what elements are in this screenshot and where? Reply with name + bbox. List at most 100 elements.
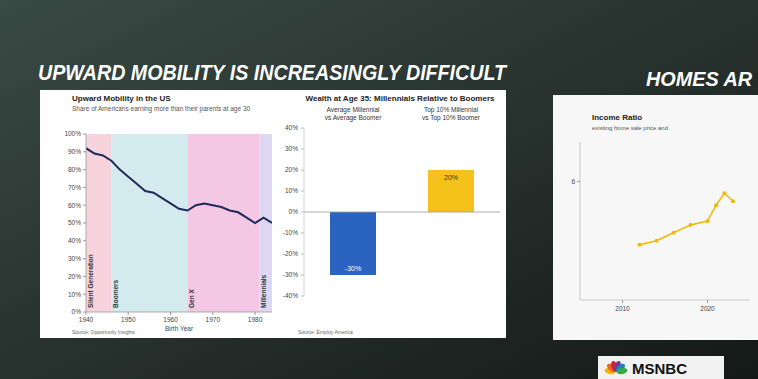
x-tick-label: 2020 xyxy=(700,305,715,312)
category-label: Average Millennial xyxy=(327,106,381,114)
y-tick xyxy=(301,233,304,234)
point xyxy=(706,219,710,223)
point xyxy=(689,223,693,227)
y-tick xyxy=(301,275,304,276)
chart-subtitle: Share of Americans earning more than the… xyxy=(72,105,251,113)
zero-line xyxy=(304,212,500,213)
x-tick-label: 1970 xyxy=(206,316,221,323)
x-tick-label: 1980 xyxy=(248,316,263,323)
point xyxy=(714,203,718,207)
data-label: 20% xyxy=(444,174,458,181)
y-tick-label: 0% xyxy=(72,308,82,315)
y-tick xyxy=(301,296,304,297)
chart-subtitle: existing home sale price and xyxy=(592,125,668,131)
y-tick xyxy=(83,294,86,295)
headline: UPWARD MOBILITY IS INCREASINGLY DIFFICUL… xyxy=(38,60,507,85)
y-tick-label: -40% xyxy=(283,292,298,299)
chart-title: Wealth at Age 35: Millennials Relative t… xyxy=(306,94,495,103)
logo-box xyxy=(598,356,724,379)
x-tick xyxy=(128,312,129,315)
x-tick xyxy=(86,312,87,315)
y-tick xyxy=(83,187,86,188)
y-tick xyxy=(83,240,86,241)
y-tick-label: 6 xyxy=(571,178,575,185)
source: Source: Employ America xyxy=(298,329,353,335)
y-tick-label: 20% xyxy=(68,273,81,280)
band-label: Millennials xyxy=(260,274,267,308)
y-tick-label: 90% xyxy=(68,148,81,155)
point xyxy=(672,231,676,235)
y-tick-label: 30% xyxy=(68,255,81,262)
y-tick-label: -20% xyxy=(283,250,298,257)
y-tick xyxy=(83,134,86,135)
x-tick xyxy=(170,312,171,315)
band-label: Silent Generation xyxy=(87,254,94,308)
y-axis xyxy=(304,128,305,296)
bar xyxy=(428,170,474,212)
category-label: vs Top 10% Boomer xyxy=(422,114,481,122)
data-label: -30% xyxy=(345,265,361,272)
x-axis xyxy=(86,312,272,313)
logo-feather xyxy=(616,367,628,375)
y-tick-label: 0% xyxy=(289,208,299,215)
y-tick-label: -30% xyxy=(283,271,298,278)
screen: UPWARD MOBILITY IS INCREASINGLY DIFFICUL… xyxy=(0,0,758,379)
band-label: Boomers xyxy=(112,279,119,308)
x-tick xyxy=(707,300,708,303)
x-tick xyxy=(255,312,256,315)
y-tick xyxy=(83,205,86,206)
y-tick-label: 10% xyxy=(68,291,81,298)
y-tick-label: 100% xyxy=(64,130,81,137)
chart-title: Upward Mobility in the US xyxy=(72,94,171,103)
y-tick xyxy=(301,212,304,213)
line xyxy=(86,148,272,223)
y-tick xyxy=(301,191,304,192)
y-tick xyxy=(83,276,86,277)
y-tick-label: 40% xyxy=(285,124,298,131)
y-tick-label: 20% xyxy=(285,166,298,173)
line xyxy=(640,193,734,244)
chart-title: Income Ratio xyxy=(592,113,642,122)
y-tick-label: 40% xyxy=(68,237,81,244)
x-axis xyxy=(580,300,750,301)
y-tick xyxy=(301,254,304,255)
y-tick xyxy=(577,181,580,182)
x-tick-label: 2010 xyxy=(615,305,630,312)
y-tick-label: 60% xyxy=(68,202,81,209)
y-tick xyxy=(83,258,86,259)
x-tick-label: 1960 xyxy=(163,316,178,323)
y-tick-label: 30% xyxy=(285,145,298,152)
panel-title: HOMES AR xyxy=(646,68,753,90)
point xyxy=(638,243,642,247)
band xyxy=(111,134,187,312)
panel xyxy=(553,95,758,340)
plot-area xyxy=(330,170,474,275)
x-tick xyxy=(622,300,623,303)
x-axis-label: Birth Year xyxy=(165,325,194,332)
category-label: vs Average Boomer xyxy=(325,114,382,122)
y-tick xyxy=(301,149,304,150)
y-tick-label: -10% xyxy=(283,229,298,236)
y-tick-label: 70% xyxy=(68,184,81,191)
network-logo: MSNBC xyxy=(632,360,687,377)
panel xyxy=(40,90,506,338)
background xyxy=(0,0,758,379)
y-tick-label: 80% xyxy=(68,166,81,173)
category-label: Top 10% Millennial xyxy=(424,106,479,114)
y-tick-label: 10% xyxy=(285,187,298,194)
band xyxy=(86,134,111,312)
y-tick xyxy=(301,170,304,171)
y-axis xyxy=(580,142,581,300)
point xyxy=(731,199,735,203)
band xyxy=(187,134,259,312)
plot-area xyxy=(638,191,736,246)
source: Source: Opportunity Insights xyxy=(72,329,136,335)
plot-area xyxy=(86,134,272,312)
y-tick xyxy=(83,223,86,224)
bar xyxy=(330,212,376,275)
y-tick xyxy=(301,128,304,129)
point xyxy=(655,239,659,243)
x-tick-label: 1950 xyxy=(121,316,136,323)
x-tick xyxy=(212,312,213,315)
y-tick xyxy=(83,151,86,152)
